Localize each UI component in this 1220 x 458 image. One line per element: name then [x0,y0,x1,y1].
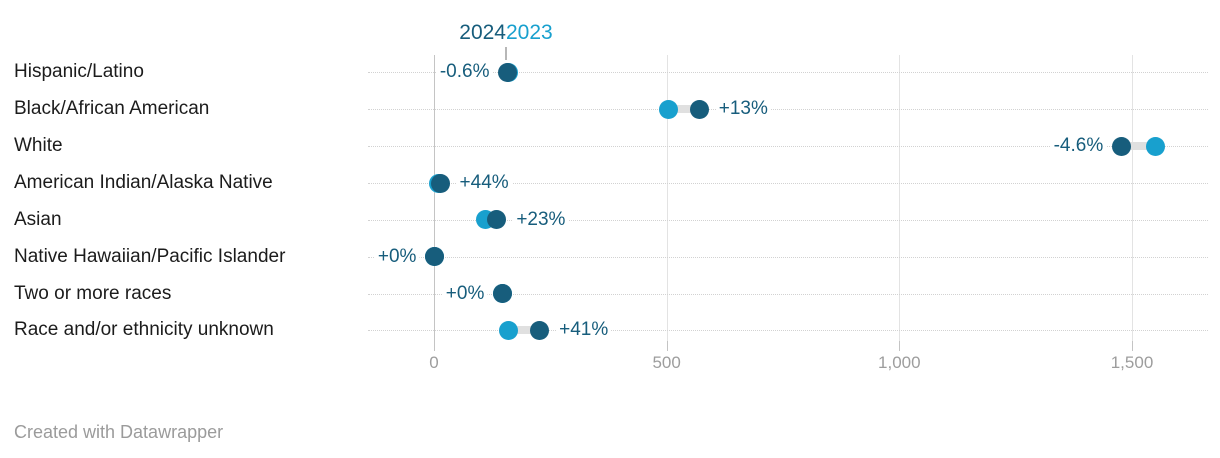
row-dotted-line [368,330,1208,332]
category-label: Native Hawaiian/Pacific Islander [14,245,286,267]
change-label: +41% [556,319,612,342]
change-label: +13% [715,98,771,121]
dot-2023[interactable] [499,320,519,340]
x-gridline-1500 [1132,55,1133,350]
change-label: +44% [456,172,512,194]
category-label: White [14,135,63,157]
row-dotted-line [368,219,1208,221]
x-axis-tick-1000 [899,341,901,351]
row-dotted-line [368,146,1208,148]
dot-2024[interactable] [530,320,550,340]
row-dotted-line [368,256,1208,258]
category-label: Asian [14,208,62,230]
category-label: Hispanic/Latino [14,61,144,83]
range-connector [668,105,700,114]
datawrapper-credit-link[interactable]: Created with Datawrapper [14,422,224,442]
legend-2023-label: 2023 [505,21,553,44]
x-axis-tick-1500 [1132,341,1133,351]
dot-2024[interactable] [487,210,507,230]
row-dotted-line [368,109,1208,111]
x-axis-tick-0 [434,341,435,351]
change-label: -0.6% [436,61,493,84]
x-gridline-0 [434,55,435,350]
change-label: +0% [442,282,488,305]
category-label: Race and/or ethnicity unknown [14,319,274,341]
change-label: -4.6% [1050,135,1107,158]
x-gridline-1000 [899,55,901,350]
x-axis-tick-500 [666,341,668,351]
x-axis-tick-label: 1,500 [1110,353,1154,372]
range-connector [508,326,540,335]
x-axis-tick-label: 500 [652,353,681,372]
change-label: +23% [513,208,569,231]
dot-2024[interactable] [1112,136,1132,156]
legend-2024-label: 2024 [459,21,506,44]
x-axis-tick-label: 1,000 [878,353,921,372]
legend: 20242023 [459,21,552,45]
dot-2023[interactable] [659,99,679,119]
row-dotted-line [368,293,1208,295]
category-label: Two or more races [14,282,172,304]
x-gridline-500 [666,55,668,350]
dot-2024[interactable] [498,62,518,82]
dot-2024[interactable] [425,247,445,267]
row-dotted-line [368,183,1208,184]
row-dotted-line [368,72,1208,74]
category-label: Black/African American [14,98,210,120]
dot-2024[interactable] [430,173,450,193]
change-label: +0% [374,245,420,268]
dot-2024[interactable] [689,99,709,119]
category-label: American Indian/Alaska Native [14,172,273,193]
dot-2024[interactable] [493,284,513,304]
legend-pointer-tick [504,47,507,60]
x-axis-tick-label: 0 [429,353,439,372]
dot-2023[interactable] [1145,136,1165,156]
range-connector [1121,142,1156,151]
